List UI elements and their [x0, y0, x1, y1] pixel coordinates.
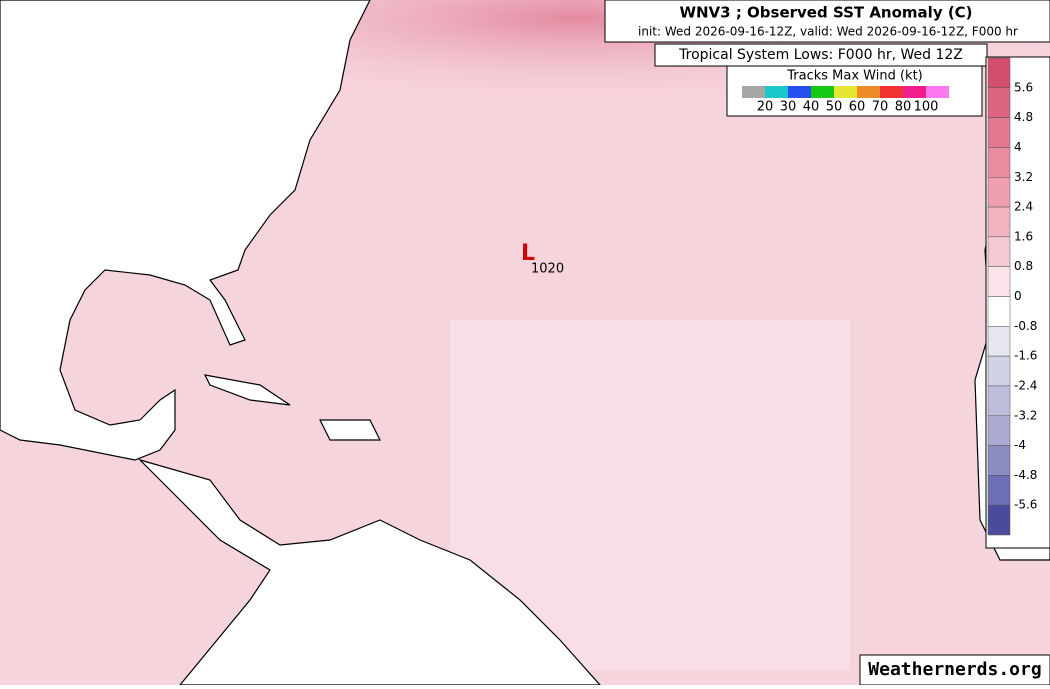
wind-label: 50 [826, 100, 843, 115]
tracks-heading: Tropical System Lows: F000 hr, Wed 12Z [678, 47, 963, 63]
wind-label: 80 [895, 100, 912, 115]
colorbar-label: 1.6 [1014, 229, 1033, 243]
wind-swatch [903, 86, 926, 98]
colorbar-label: -0.8 [1014, 319, 1037, 333]
wind-swatch [811, 86, 834, 98]
islands [203, 374, 381, 441]
north-america [0, 0, 371, 461]
south-america [137, 458, 602, 686]
watermark: Weathernerds.org [868, 659, 1041, 680]
wind-label: 100 [914, 100, 939, 115]
wind-swatch [857, 86, 880, 98]
colorbar-swatch [987, 326, 1011, 357]
colorbar-swatch [987, 475, 1011, 506]
colorbar-label: -2.4 [1014, 378, 1037, 392]
wind-swatch [765, 86, 788, 98]
colorbar-label: 2.4 [1014, 200, 1033, 214]
wind-swatch [742, 86, 765, 98]
subtitle: init: Wed 2026-09-16-12Z, valid: Wed 202… [638, 25, 1018, 39]
wind-label: 20 [757, 100, 774, 115]
colorbar-swatch [987, 296, 1011, 327]
colorbar-label: 0.8 [1014, 259, 1033, 273]
colorbar-swatch [987, 206, 1011, 238]
colorbar-swatch [987, 57, 1011, 89]
colorbar-swatch [987, 445, 1011, 476]
colorbar-swatch [987, 355, 1011, 387]
colorbar-swatch [987, 266, 1011, 297]
wind-label: 30 [780, 100, 797, 115]
colorbar-label: 4 [1014, 140, 1022, 154]
wind-label: 60 [849, 100, 866, 115]
colorbar-swatch [987, 385, 1011, 416]
wind-swatch [788, 86, 811, 98]
colorbar-swatch [987, 504, 1011, 536]
colorbar-label: -5.6 [1014, 498, 1037, 512]
header-box [604, 0, 1050, 43]
wind-swatch [880, 86, 903, 98]
wind-swatch [834, 86, 857, 98]
colorbar-label: 0 [1014, 289, 1022, 303]
title: WNV3 ; Observed SST Anomaly (C) [679, 4, 972, 22]
colorbar-swatch [987, 117, 1011, 148]
wind-label: 40 [803, 100, 820, 115]
tracks-title: Tracks Max Wind (kt) [786, 69, 923, 84]
watermark-box [859, 654, 1050, 686]
colorbar-swatch [987, 177, 1011, 208]
colorbar-swatch [987, 147, 1011, 178]
wind-label: 70 [872, 100, 889, 115]
legends: 20 30 40 50 60 70 80 100 5.6 4.8 4 3.2 2.4 1.6 0.8 0 -0.… [742, 56, 1050, 549]
colorbar-label: -3.2 [1014, 408, 1037, 422]
colorbar-swatch [987, 415, 1011, 446]
wind-swatch [926, 86, 949, 98]
colorbar-label: 4.8 [1014, 110, 1033, 124]
low-pressure: 1020 [531, 262, 564, 277]
colorbar-label: 5.6 [1014, 80, 1033, 94]
colorbar-label: -4 [1014, 438, 1026, 452]
colorbar-swatch [987, 87, 1011, 118]
colorbar-label: -1.6 [1014, 349, 1037, 363]
low-symbol: L [521, 241, 535, 266]
colorbar-label: 3.2 [1014, 170, 1033, 184]
colorbar-swatch [987, 236, 1011, 267]
colorbar-label: -4.8 [1014, 468, 1037, 482]
